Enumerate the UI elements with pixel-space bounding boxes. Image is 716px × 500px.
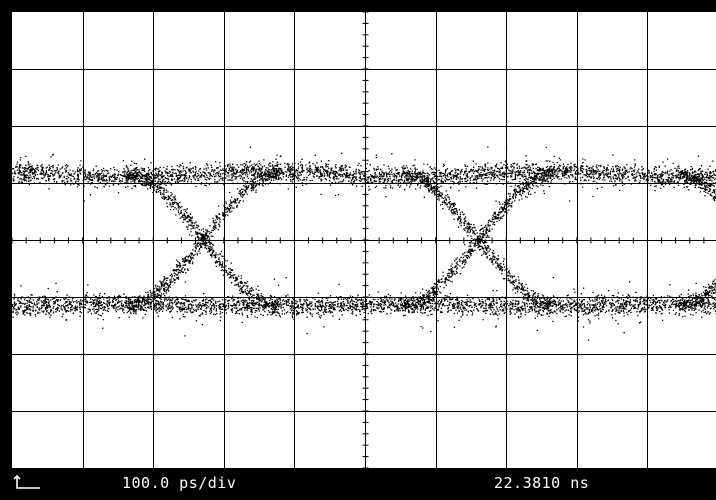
ground-reference-marker-icon (13, 475, 40, 489)
timebase-readout: 100.0 ps/div (122, 474, 237, 492)
time-position-readout: 22.3810 ns (494, 474, 590, 492)
status-bar: 100.0 ps/div 22.3810 ns (0, 468, 716, 500)
waveform-screen (12, 12, 716, 468)
eye-diagram-trace (12, 146, 716, 341)
eye-diagram-plot (12, 12, 716, 468)
